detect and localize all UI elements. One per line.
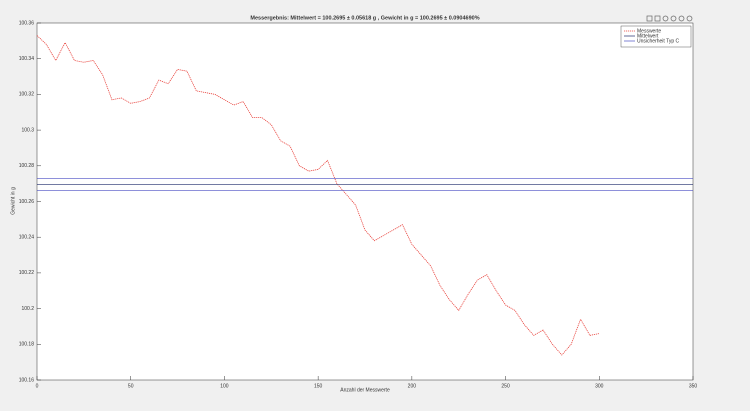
tool-icon[interactable] bbox=[654, 15, 661, 22]
series-line bbox=[36, 35, 600, 356]
y-tick-label: 100.32 bbox=[19, 92, 35, 98]
y-axis-label: Gewicht in g bbox=[10, 187, 16, 215]
y-tick-label: 100.22 bbox=[19, 270, 35, 276]
y-tick-label: 100.26 bbox=[19, 199, 35, 205]
toolbar[interactable] bbox=[646, 15, 693, 22]
x-tick-label: 150 bbox=[314, 383, 323, 389]
x-tick-label: 300 bbox=[595, 383, 604, 389]
tool-icon[interactable] bbox=[678, 15, 685, 22]
legend-label: Messwerte bbox=[637, 28, 661, 34]
y-tick-label: 100.34 bbox=[19, 56, 35, 62]
tool-icon[interactable] bbox=[686, 15, 693, 22]
x-tick-label: 50 bbox=[128, 383, 134, 389]
y-tick-label: 100.2 bbox=[21, 306, 34, 312]
legend-label: Unsicherheit Typ C bbox=[637, 38, 680, 44]
y-tick-label: 100.24 bbox=[19, 235, 35, 241]
y-tick-label: 100.18 bbox=[19, 342, 35, 348]
x-tick-label: 250 bbox=[501, 383, 510, 389]
x-tick-label: 350 bbox=[689, 383, 698, 389]
plot-area bbox=[36, 22, 694, 381]
legend-label: Mittelwert bbox=[637, 33, 659, 39]
legend-box bbox=[620, 25, 692, 48]
y-tick-label: 100.16 bbox=[19, 377, 35, 383]
tool-icon[interactable] bbox=[646, 15, 653, 22]
tool-icon[interactable] bbox=[662, 15, 669, 22]
y-tick-label: 100.28 bbox=[19, 163, 35, 169]
x-tick-label: 200 bbox=[408, 383, 417, 389]
y-tick-label: 100.3 bbox=[21, 127, 34, 133]
y-tick-label: 100.36 bbox=[19, 20, 35, 26]
x-tick-label: 0 bbox=[36, 383, 39, 389]
x-tick-label: 100 bbox=[220, 383, 229, 389]
tool-icon[interactable] bbox=[670, 15, 677, 22]
chart-title: Messergebnis: Mittelwert = 100.2695 ± 0.… bbox=[250, 15, 479, 21]
x-axis-label: Anzahl der Messwerte bbox=[340, 387, 390, 393]
